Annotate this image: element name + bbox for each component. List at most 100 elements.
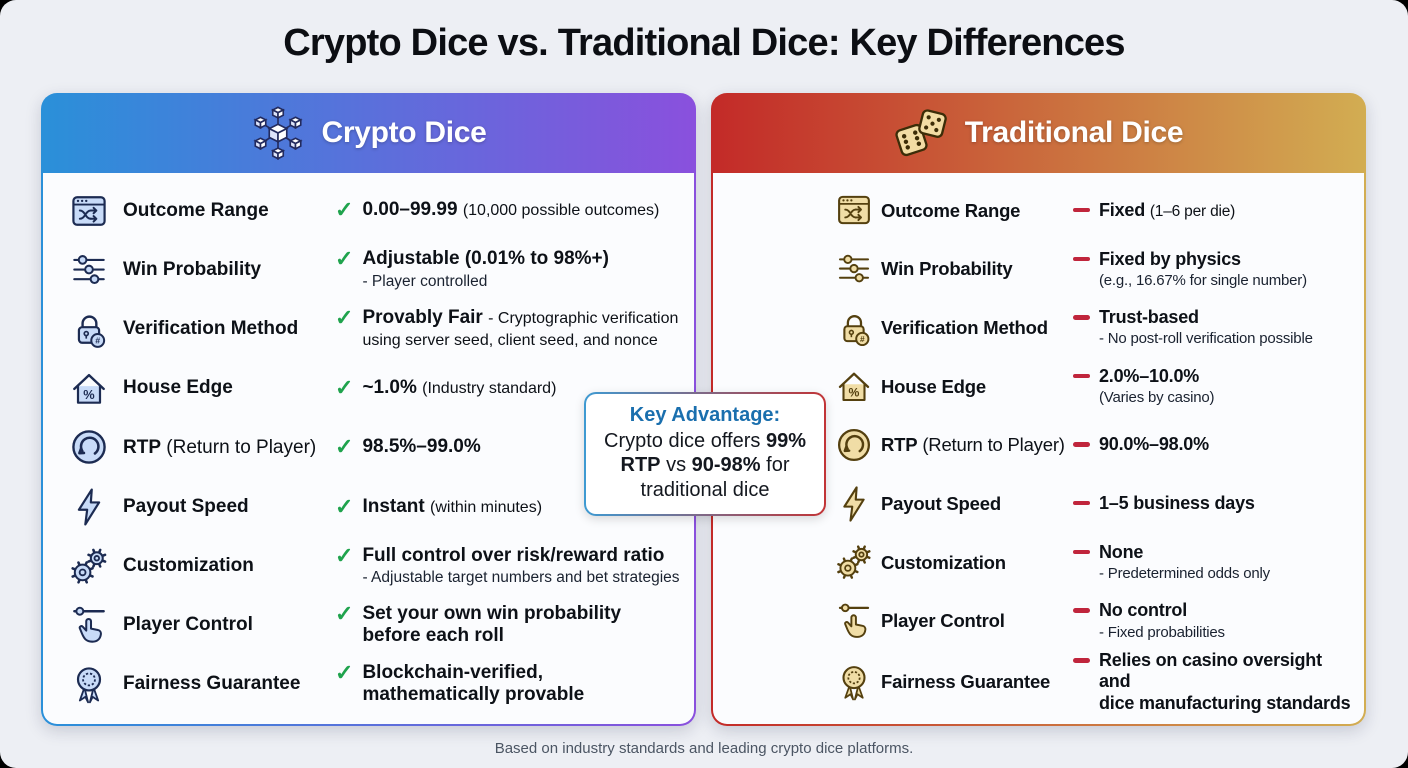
- row-value: ✓ Full control over risk/reward ratio - …: [335, 542, 680, 586]
- row-label: Win Probability: [123, 258, 262, 280]
- svg-text:%: %: [849, 386, 860, 400]
- row-value: ✓ Provably Fair - Cryptographic verifica…: [335, 304, 679, 350]
- footer-note: Based on industry standards and leading …: [494, 740, 914, 757]
- return-arrow-icon: [833, 424, 881, 466]
- row-value: Fixed (1–6 per die): [1073, 200, 1354, 221]
- row-value: ✓ Adjustable (0.01% to 98%+) - Player co…: [335, 246, 609, 290]
- row-label: Win Probability: [881, 258, 1013, 280]
- hand-slider-icon: [67, 603, 123, 647]
- table-row: Customization ✓ Full control over risk/r…: [43, 536, 694, 595]
- table-row: RTP (Return to Player) ✓ 98.5%–99.0%: [43, 418, 694, 477]
- row-label: Payout Speed: [123, 495, 249, 517]
- shuffle-window-icon: [833, 189, 881, 231]
- row-label: Customization: [123, 555, 254, 576]
- hand-slider-icon: [833, 600, 881, 642]
- row-label: Outcome Range: [123, 199, 269, 221]
- table-row: Win Probability ✓ Adjustable (0.01% to 9…: [43, 240, 694, 299]
- row-label: House Edge: [123, 377, 233, 399]
- traditional-card-title: Traditional Dice: [964, 116, 1184, 149]
- row-label: Player Control: [123, 614, 253, 636]
- row-value: 2.0%–10.0% (Varies by casino): [1073, 366, 1354, 407]
- row-label: RTP (Return to Player): [881, 434, 1065, 456]
- row-label: Fairness Guarantee: [881, 671, 1051, 693]
- check-icon: ✓: [335, 197, 354, 223]
- dice-icon: [894, 105, 950, 161]
- row-value: 1–5 business days: [1073, 493, 1354, 514]
- table-row: # Verification Method Trust-based - No p…: [713, 298, 1364, 357]
- crypto-dice-card: Crypto Dice Outcome Range ✓ 0.00–99.99 (…: [41, 93, 696, 726]
- key-advantage-callout: Key Advantage: Crypto dice offers 99% RT…: [584, 392, 826, 517]
- row-label: Verification Method: [123, 318, 299, 340]
- row-value: ✓ 98.5%–99.0%: [335, 434, 481, 460]
- return-arrow-icon: [67, 425, 123, 469]
- row-label: Customization: [881, 551, 1006, 573]
- table-row: % House Edge ✓ ~1.0% (Industry standard): [43, 359, 694, 418]
- table-row: Outcome Range Fixed (1–6 per die): [713, 181, 1364, 240]
- table-row: Fairness Guarantee Relies on casino over…: [713, 650, 1364, 714]
- dash-icon: [1073, 442, 1090, 447]
- table-row: Outcome Range ✓ 0.00–99.99 (10,000 possi…: [43, 181, 694, 240]
- table-row: Win Probability Fixed by physics (e.g., …: [713, 240, 1364, 299]
- house-percent-icon: %: [67, 366, 123, 410]
- check-icon: ✓: [335, 542, 354, 568]
- lock-verification-icon: #: [833, 307, 881, 349]
- row-value: ✓ 0.00–99.99 (10,000 possible outcomes): [335, 197, 660, 223]
- crypto-card-body: Outcome Range ✓ 0.00–99.99 (10,000 possi…: [43, 173, 694, 724]
- row-value: None - Predetermined odds only: [1073, 542, 1354, 583]
- table-row: RTP (Return to Player) 90.0%–98.0%: [713, 416, 1364, 475]
- sliders-icon: [67, 248, 123, 292]
- row-value: No control - Fixed probabilities: [1073, 600, 1354, 641]
- check-icon: ✓: [335, 375, 354, 401]
- row-value: Fixed by physics (e.g., 16.67% for singl…: [1073, 249, 1354, 290]
- shuffle-window-icon: [67, 189, 123, 233]
- svg-text:%: %: [83, 387, 95, 402]
- table-row: Fairness Guarantee ✓ Blockchain-verified…: [43, 655, 694, 714]
- row-label: Player Control: [881, 610, 1005, 632]
- table-row: Customization None - Predetermined odds …: [713, 533, 1364, 592]
- house-percent-icon: %: [833, 365, 881, 407]
- sliders-icon: [833, 248, 881, 290]
- dash-icon: [1073, 549, 1090, 555]
- page-title: Crypto Dice vs. Traditional Dice: Key Di…: [283, 22, 1125, 64]
- row-value: 90.0%–98.0%: [1073, 434, 1354, 455]
- svg-text:#: #: [860, 334, 865, 344]
- row-value: ✓ Blockchain-verified, mathematically pr…: [335, 659, 585, 706]
- dash-icon: [1073, 500, 1090, 506]
- row-value: Relies on casino oversight and dice manu…: [1073, 650, 1354, 714]
- dash-icon: [1073, 207, 1090, 213]
- dash-icon: [1073, 315, 1090, 320]
- dash-icon: [1073, 256, 1090, 262]
- gears-icon: [833, 541, 881, 583]
- row-value: ✓ Set your own win probability before ea…: [335, 600, 622, 647]
- table-row: Player Control ✓ Set your own win probab…: [43, 596, 694, 655]
- lightning-icon: [67, 485, 123, 529]
- check-icon: ✓: [335, 659, 354, 685]
- row-label: Outcome Range: [881, 199, 1021, 221]
- blockchain-icon: [250, 105, 306, 161]
- ribbon-badge-icon: [67, 662, 123, 706]
- row-value: ✓ Instant (within minutes): [335, 493, 543, 519]
- table-row: Player Control No control - Fixed probab…: [713, 592, 1364, 651]
- table-row: Payout Speed 1–5 business days: [713, 474, 1364, 533]
- key-advantage-title: Key Advantage:: [629, 404, 781, 426]
- svg-text:#: #: [95, 336, 100, 346]
- crypto-card-title: Crypto Dice: [321, 116, 487, 149]
- table-row: Payout Speed ✓ Instant (within minutes): [43, 477, 694, 536]
- dash-icon: [1073, 373, 1090, 379]
- check-icon: ✓: [335, 246, 354, 272]
- check-icon: ✓: [335, 493, 354, 519]
- traditional-card-header: Traditional Dice: [711, 93, 1366, 173]
- row-value: ✓ ~1.0% (Industry standard): [335, 375, 557, 401]
- row-label: Verification Method: [881, 317, 1048, 338]
- row-value: Trust-based - No post-roll verification …: [1073, 307, 1354, 348]
- row-label: RTP (Return to Player): [123, 436, 317, 458]
- crypto-card-header: Crypto Dice: [41, 93, 696, 173]
- check-icon: ✓: [335, 434, 354, 460]
- row-label: Payout Speed: [881, 492, 1001, 514]
- table-row: # Verification Method ✓ Provably Fair - …: [43, 299, 694, 358]
- check-icon: ✓: [335, 600, 354, 626]
- gears-icon: [67, 544, 123, 588]
- row-label: House Edge: [881, 375, 986, 397]
- table-row: % House Edge 2.0%–10.0% (Varies by casin…: [713, 357, 1364, 416]
